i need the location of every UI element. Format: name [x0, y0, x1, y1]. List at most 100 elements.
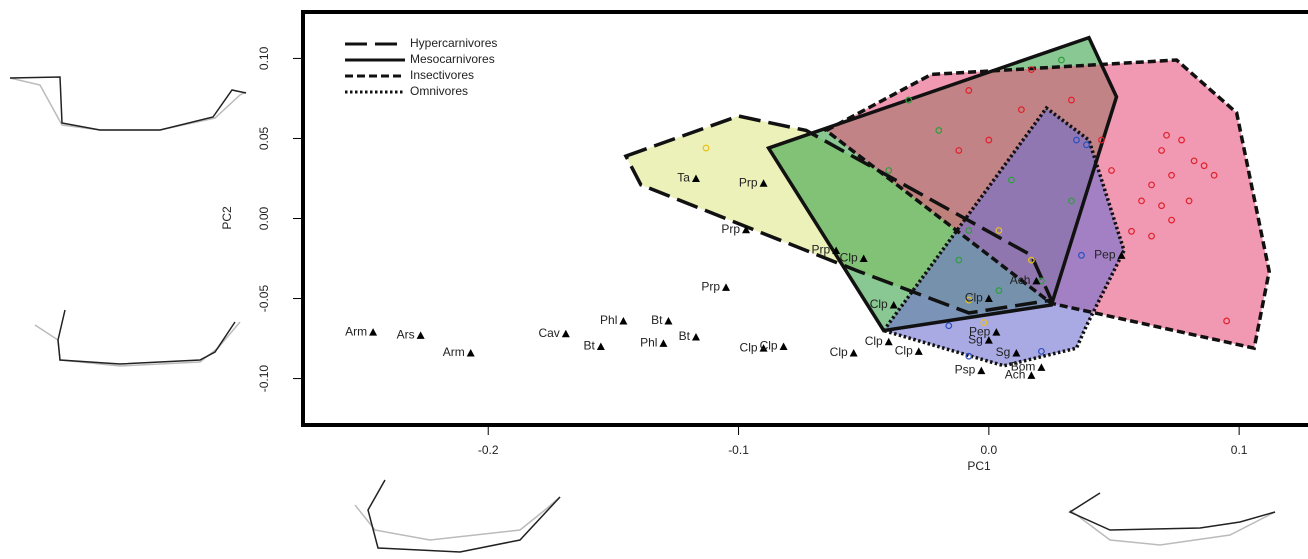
fossil-marker [1037, 363, 1046, 371]
fossil-marker [1012, 348, 1021, 357]
fossil-marker [416, 331, 425, 339]
point [905, 96, 913, 104]
legend-label: Hypercarnivores [410, 36, 497, 50]
legend-label: Insectivores [410, 68, 474, 82]
fossil-marker [1117, 251, 1126, 259]
point [1038, 347, 1045, 355]
fossil-label: Bt [584, 339, 596, 353]
fossil-label: Pep [969, 324, 991, 338]
fossil-marker [1032, 276, 1041, 285]
point [1098, 136, 1105, 144]
fossil-label: Bt [651, 313, 663, 327]
shape-illustrations [9, 76, 1276, 553]
fossil-label: Clp [870, 297, 888, 311]
point [1168, 171, 1175, 179]
fossil-label: Ach [1010, 273, 1031, 287]
point [1068, 197, 1075, 205]
fossil-label: Ta [677, 171, 690, 185]
hull [883, 108, 1125, 366]
fossil-marker [977, 366, 986, 375]
point [885, 167, 893, 174]
fossil-marker [659, 339, 668, 347]
point [1200, 162, 1208, 170]
fossil-marker [742, 225, 751, 234]
point [1078, 251, 1085, 259]
fossil-label: Prp [721, 222, 740, 236]
legend-label: Omnivores [410, 84, 468, 98]
point [995, 227, 1003, 234]
y-tick-label: 0.00 [257, 206, 271, 230]
fossil-marker [849, 348, 858, 357]
fossil-label: Prp [811, 243, 830, 257]
point [1073, 136, 1080, 144]
fossil-label: Clp [840, 251, 858, 265]
fossil-marker [884, 337, 893, 346]
fossil-label: Arm [345, 324, 367, 338]
point [1128, 227, 1135, 235]
point [1210, 171, 1218, 179]
point [1148, 232, 1155, 240]
point [980, 319, 988, 326]
fossil-label: Ach [1005, 368, 1026, 382]
fossil-label: Ars [397, 328, 415, 342]
point [1168, 216, 1175, 224]
point [1027, 66, 1035, 74]
point [1038, 277, 1045, 285]
point [985, 136, 993, 144]
fossil-label: Clp [830, 345, 848, 359]
point [1148, 181, 1155, 189]
point [1163, 131, 1170, 139]
fossil-marker [914, 347, 923, 355]
fossil-marker [759, 179, 768, 187]
point [1058, 56, 1065, 64]
x-tick-label: 0.0 [980, 443, 997, 457]
fossil-marker [664, 316, 673, 325]
point [965, 87, 973, 94]
y-tick-label: -0.10 [257, 365, 271, 393]
fossil-label: Bt [679, 329, 691, 343]
plot-area: Arm Ars Arm Cav Bt Phl Phl Bt Bt Prp Prp Prp Ta Prp Cl… [345, 35, 1271, 382]
fossil-marker [992, 328, 1001, 336]
fossil-label: Cav [538, 326, 559, 340]
fossil-label: Clp [760, 339, 778, 353]
fossil-marker [722, 283, 731, 291]
x-tick-label: -0.1 [728, 443, 749, 457]
fossil-marker [984, 336, 993, 344]
y-tick-label: 0.05 [257, 126, 271, 150]
fossil-marker [561, 329, 570, 338]
point [955, 256, 963, 264]
fossil-label: Clp [740, 340, 758, 354]
fossil-marker [619, 316, 628, 325]
x-tick-label: 0.1 [1231, 443, 1248, 457]
fossil-label: Phl [640, 336, 657, 350]
y-axis-label: PC2 [220, 206, 234, 230]
fossil-label: Pep [1094, 247, 1116, 261]
fossil-marker [832, 246, 841, 255]
fossil-marker [596, 342, 605, 351]
fossil-marker [466, 348, 475, 357]
y-tick-label: -0.05 [257, 285, 271, 313]
point [965, 227, 973, 234]
fossil-label: Prp [701, 280, 720, 294]
point [702, 144, 710, 152]
point [955, 147, 963, 154]
point [965, 352, 973, 360]
point [1158, 202, 1165, 210]
fossil-label: Clp [965, 291, 983, 305]
fossil-marker [1027, 371, 1036, 379]
point [945, 322, 953, 330]
point [995, 287, 1003, 294]
fossil-label: Sg [968, 332, 983, 346]
x-axis-label: PC1 [967, 459, 991, 473]
point [1138, 197, 1145, 205]
point [1178, 136, 1185, 144]
fossil-label: Sg [996, 345, 1011, 359]
fossil-label: Psp [955, 363, 976, 377]
fossil-label: Bom [1011, 360, 1036, 374]
point [935, 127, 943, 134]
point [1108, 167, 1115, 174]
fossil-marker [691, 332, 700, 341]
fossil-label: Prp [739, 175, 758, 189]
fossil-marker [984, 294, 993, 303]
